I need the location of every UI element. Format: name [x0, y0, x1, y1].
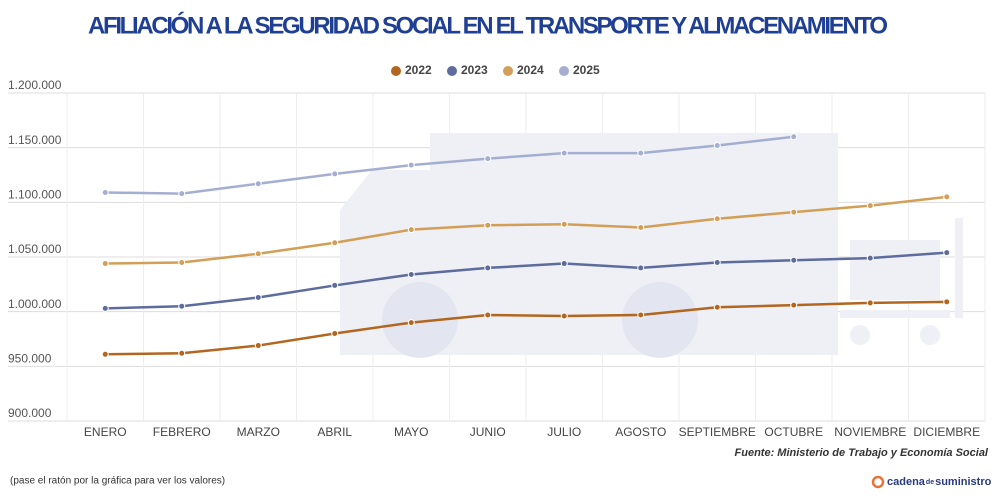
point: [484, 264, 492, 272]
point: [101, 188, 109, 196]
y-tick-label: 1.050.000: [8, 242, 62, 256]
point: [178, 190, 186, 198]
logo-icon: [871, 475, 885, 489]
point: [790, 133, 798, 141]
point: [101, 304, 109, 312]
legend-marker: [503, 66, 513, 76]
point: [866, 254, 874, 262]
logo: cadenadesuministro: [887, 476, 992, 488]
point: [943, 298, 951, 306]
point: [943, 249, 951, 257]
point: [637, 264, 645, 272]
point: [178, 258, 186, 266]
legend: 2022 2023 2024 2025: [391, 63, 600, 77]
point: [713, 141, 721, 149]
legend-marker: [559, 66, 569, 76]
chart-title: AFILIACIÓN A LA SEGURIDAD SOCIAL EN EL T…: [88, 11, 888, 39]
point: [560, 312, 568, 320]
legend-marker: [391, 66, 401, 76]
point: [484, 311, 492, 319]
point: [637, 223, 645, 231]
legend-marker: [447, 66, 457, 76]
point: [331, 330, 339, 338]
point: [178, 302, 186, 310]
x-tick-label: JULIO: [547, 425, 581, 439]
y-tick-label: 950.000: [8, 352, 52, 366]
point: [637, 149, 645, 157]
x-tick-label: OCTUBRE: [764, 425, 823, 439]
x-tick-label: DICIEMBRE: [913, 425, 980, 439]
x-tick-label: MAYO: [394, 425, 428, 439]
legend-label: 2022: [405, 63, 432, 77]
point: [407, 319, 415, 327]
line: [105, 300, 947, 356]
note: (pase el ratón por la gráfica para ver l…: [10, 476, 225, 487]
point: [254, 342, 262, 350]
y-tick-label: 1.200.000: [8, 78, 62, 92]
point: [713, 303, 721, 311]
point: [713, 258, 721, 266]
point: [790, 208, 798, 216]
point: [331, 239, 339, 247]
y-tick-label: 1.100.000: [8, 188, 62, 202]
point: [484, 221, 492, 229]
point: [943, 193, 951, 201]
x-tick-label: FEBRERO: [153, 425, 211, 439]
legend-label: 2023: [461, 63, 488, 77]
point: [560, 149, 568, 157]
line: [105, 195, 947, 265]
point: [178, 349, 186, 357]
logo-part: cadena: [887, 476, 926, 488]
x-tick-label: ABRIL: [317, 425, 352, 439]
x-tick-label: NOVIEMBRE: [834, 425, 906, 439]
line: [105, 251, 947, 310]
point: [866, 202, 874, 210]
point: [560, 260, 568, 268]
point: [637, 311, 645, 319]
logo-part: suministro: [935, 476, 992, 488]
point: [560, 220, 568, 228]
y-tick-label: 1.150.000: [8, 133, 62, 147]
logo-part: de: [926, 479, 934, 486]
point: [407, 270, 415, 278]
point: [101, 260, 109, 268]
x-tick-label: ENERO: [84, 425, 127, 439]
point: [790, 301, 798, 309]
legend-label: 2025: [573, 63, 600, 77]
x-tick-label: AGOSTO: [615, 425, 666, 439]
point: [484, 155, 492, 163]
background-truck: [340, 133, 963, 358]
point: [254, 293, 262, 301]
point: [407, 226, 415, 234]
source: Fuente: Ministerio de Trabajo y Economía…: [735, 447, 989, 459]
y-tick-label: 1.000.000: [8, 297, 62, 311]
point: [407, 161, 415, 169]
x-tick-label: MARZO: [237, 425, 280, 439]
point: [331, 281, 339, 289]
legend-label: 2024: [517, 63, 544, 77]
point: [713, 215, 721, 223]
point: [331, 170, 339, 178]
y-tick-label: 900.000: [8, 406, 52, 420]
point: [254, 250, 262, 258]
x-tick-label: SEPTIEMBRE: [679, 425, 756, 439]
point: [254, 180, 262, 188]
point: [101, 350, 109, 358]
x-tick-label: JUNIO: [470, 425, 506, 439]
point: [866, 299, 874, 307]
point: [790, 256, 798, 264]
line: [105, 135, 794, 195]
